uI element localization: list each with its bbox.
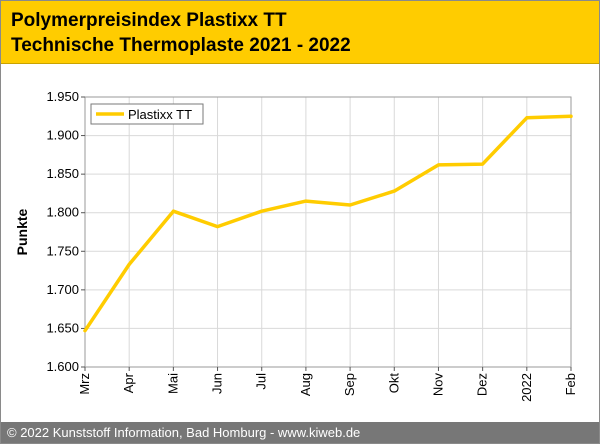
line-chart: 1.600 1.650 1.700 1.750 1.800 1.850 1.900 1.950… (14, 89, 578, 402)
data-point (348, 203, 352, 207)
x-tick-label: Aug (298, 373, 313, 396)
y-tick-label: 1.950 (46, 89, 79, 104)
x-tick-label: Sep (342, 373, 357, 396)
x-tick-label: Nov (430, 373, 445, 397)
copyright-footer: © 2022 Kunststoff Information, Bad Hombu… (1, 422, 599, 443)
data-point (569, 115, 573, 118)
x-tick-label: Mai (165, 373, 180, 394)
data-point (481, 162, 484, 166)
data-point (216, 225, 219, 228)
y-tick-label: 1.600 (46, 359, 79, 374)
x-tick-label: Jul (254, 373, 269, 390)
data-point (437, 163, 440, 167)
x-tick-label: 2022 (519, 373, 534, 402)
series-line-plastixx-tt (83, 114, 573, 333)
x-tick-label: Jun (210, 373, 225, 394)
y-axis-title: Punkte (14, 208, 30, 255)
x-tick-label: Okt (386, 373, 401, 394)
y-tick-label: 1.650 (46, 320, 79, 335)
data-point (172, 209, 175, 213)
data-point (525, 116, 529, 120)
data-point (304, 199, 308, 203)
legend-box (90, 103, 204, 125)
data-point (127, 263, 131, 266)
x-tick-label: Feb (563, 373, 578, 395)
x-tick-label: Mrz (77, 373, 92, 395)
y-tick-label: 1.700 (46, 282, 79, 297)
data-point (83, 329, 87, 332)
copyright-text: © 2022 Kunststoff Information, Bad Hombu… (7, 425, 361, 440)
chart-header: Polymerpreisindex Plastixx TT Technische… (1, 1, 599, 64)
y-tick-label: 1.750 (46, 243, 79, 258)
y-tick-label: 1.850 (46, 166, 79, 181)
x-tick-label: Apr (121, 372, 136, 393)
data-point (393, 189, 396, 193)
chart-subtitle: Technische Thermoplaste 2021 - 2022 (11, 35, 351, 56)
y-tick-label: 1.900 (46, 128, 79, 143)
legend-label: Plastixx TT (128, 107, 192, 122)
x-tick-label: Dez (475, 373, 490, 396)
data-point (260, 209, 263, 213)
chart-title: Polymerpreisindex Plastixx TT (11, 10, 287, 31)
plot-area-border (84, 96, 572, 368)
y-tick-label: 1.800 (46, 205, 79, 220)
